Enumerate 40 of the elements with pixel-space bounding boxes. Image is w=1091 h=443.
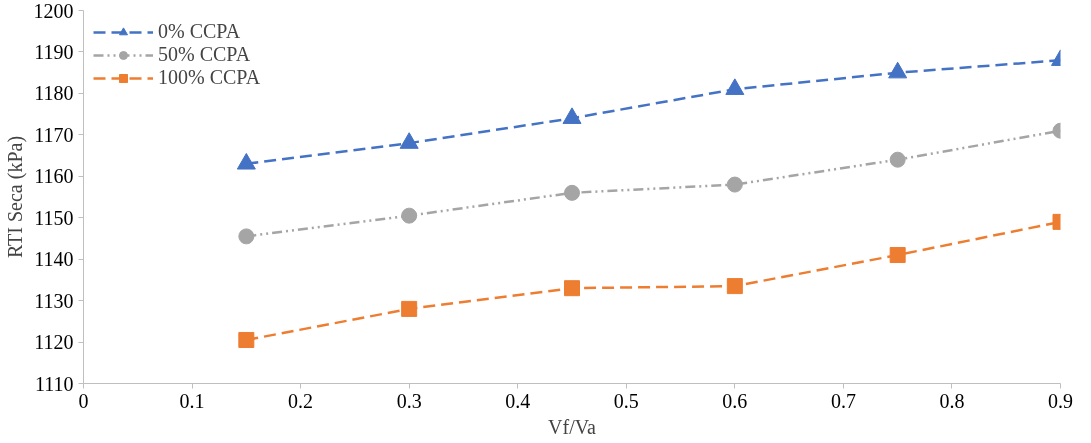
- y-tick-label: 1140: [34, 248, 74, 271]
- y-tick-label: 1200: [33, 0, 74, 22]
- y-tick-label: 1120: [34, 331, 74, 354]
- legend-label: 50% CCPA: [158, 43, 251, 66]
- y-axis-title: RTI Seca (kPa): [3, 135, 27, 259]
- y-tick-label: 1170: [34, 123, 74, 146]
- point: [889, 247, 906, 264]
- x-tick-label: 0.4: [505, 389, 531, 412]
- legend-label: 100% CCPA: [158, 66, 261, 89]
- point: [726, 176, 743, 193]
- point: [238, 228, 255, 245]
- x-axis-title: Vf/Va: [548, 415, 596, 438]
- x-tick-label: 0.1: [179, 389, 205, 412]
- point: [888, 61, 908, 79]
- point: [564, 280, 580, 297]
- point: [562, 107, 582, 124]
- x-tick-label: 0.9: [1048, 389, 1073, 412]
- y-tick-label: 1150: [34, 206, 74, 229]
- x-tick-label: 0: [78, 389, 89, 412]
- point: [726, 278, 743, 295]
- y-tick-label: 1130: [34, 289, 74, 312]
- x-tick-label: 0.2: [288, 389, 314, 412]
- point: [564, 184, 580, 201]
- point: [399, 132, 419, 149]
- x-tick-label: 0.7: [830, 389, 856, 412]
- point: [238, 331, 255, 348]
- legend-label: 0% CCPA: [158, 20, 241, 43]
- point: [401, 207, 418, 224]
- point: [889, 151, 906, 168]
- y-tick-label: 1180: [34, 82, 74, 105]
- y-tick-label: 1110: [34, 372, 74, 395]
- x-tick-label: 0.8: [939, 389, 965, 412]
- point: [236, 152, 256, 170]
- x-tick-label: 0.3: [396, 389, 422, 412]
- x-tick-label: 0.5: [613, 389, 639, 412]
- x-tick-label: 0.6: [722, 389, 748, 412]
- y-tick-label: 1160: [34, 165, 74, 188]
- y-tick-label: 1190: [34, 40, 74, 63]
- point: [401, 300, 418, 317]
- point: [725, 78, 745, 95]
